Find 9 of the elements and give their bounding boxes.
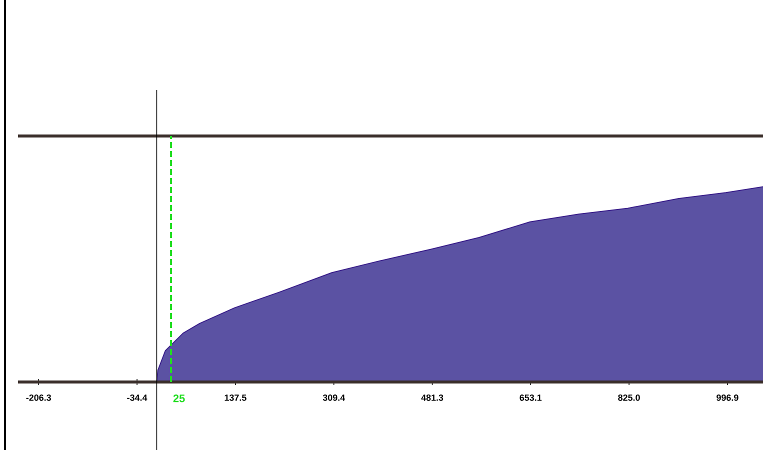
x-tick-label: -206.3 xyxy=(26,394,51,401)
x-tick-label: 653.1 xyxy=(520,394,542,401)
ref-line-label: 25 xyxy=(173,394,185,402)
x-tick-label: 996.9 xyxy=(716,394,738,401)
x-tick-label: 481.3 xyxy=(421,394,444,401)
x-tick-label: 309.4 xyxy=(322,394,346,401)
x-tick-label: 137.5 xyxy=(224,394,246,401)
x-tick-label: -34.4 xyxy=(127,394,148,401)
x-tick-label: 825.0 xyxy=(618,394,640,401)
